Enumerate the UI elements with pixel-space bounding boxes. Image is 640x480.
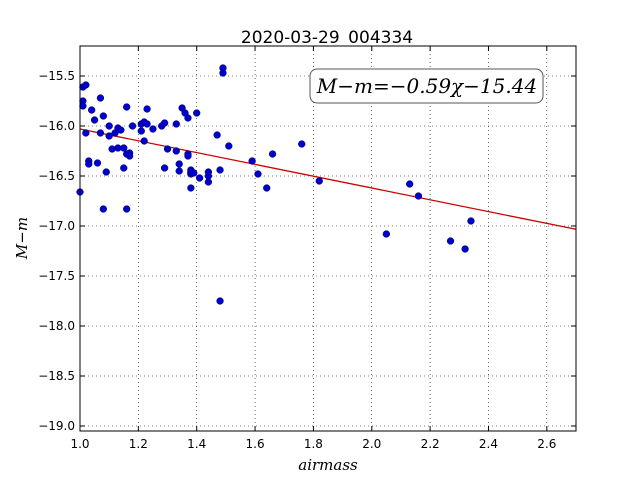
ticks: 1.0 1.2 1.4 1.6 1.8 2.0 2.2 2.4 2.6 −15.5 −16.0 −16… xyxy=(38,46,576,451)
y-tick-label: −15.5 xyxy=(38,69,75,83)
data-point xyxy=(120,144,128,152)
data-point xyxy=(128,122,137,130)
data-point xyxy=(248,157,256,165)
data-point xyxy=(195,174,204,182)
data-point xyxy=(82,129,90,137)
data-point xyxy=(140,137,148,145)
data-points xyxy=(76,64,475,305)
data-point xyxy=(467,217,475,225)
data-point xyxy=(137,127,145,135)
data-point xyxy=(187,184,195,192)
y-tick-label: −18.0 xyxy=(38,319,75,333)
x-tick-label: 2.0 xyxy=(362,437,381,451)
data-point xyxy=(204,168,213,176)
data-point xyxy=(105,132,113,140)
equation-box: M−m=−0.59χ−15.44 xyxy=(309,68,544,104)
data-point xyxy=(225,142,233,150)
data-point xyxy=(117,126,125,134)
x-tick-label: 2.2 xyxy=(421,437,440,451)
data-point xyxy=(172,147,180,155)
data-point xyxy=(125,149,134,157)
data-point xyxy=(268,150,277,158)
grid xyxy=(80,46,576,431)
data-point xyxy=(99,112,107,120)
x-tick-label: 1.2 xyxy=(129,437,148,451)
data-point xyxy=(90,116,99,124)
data-point xyxy=(216,166,224,174)
plot-background xyxy=(80,46,576,431)
data-point xyxy=(99,205,107,213)
data-point xyxy=(88,106,96,114)
chart-title: 2020-03-29_004334 xyxy=(241,28,413,48)
data-point xyxy=(96,94,105,102)
data-point xyxy=(160,164,169,172)
x-tick-label: 1.4 xyxy=(187,437,206,451)
data-point xyxy=(190,169,198,177)
data-point xyxy=(184,114,192,122)
data-point xyxy=(216,297,224,305)
data-point xyxy=(382,230,391,238)
x-axis-label: airmass xyxy=(298,456,358,474)
x-tick-label: 2.6 xyxy=(537,437,556,451)
data-point xyxy=(96,129,105,137)
x-tick-label: 1.6 xyxy=(246,437,265,451)
data-point xyxy=(184,152,192,160)
x-tick-label: 2.4 xyxy=(479,437,498,451)
plot-area: 1.0 1.2 1.4 1.6 1.8 2.0 2.2 2.4 2.6 −15.5 −16.0 −16… xyxy=(38,45,577,451)
y-tick-label: −17.5 xyxy=(38,269,75,283)
plot-frame xyxy=(79,45,577,432)
x-tick-label: 1.0 xyxy=(70,437,89,451)
data-point xyxy=(406,180,414,188)
data-point xyxy=(105,122,113,130)
data-point xyxy=(193,109,201,117)
data-point xyxy=(143,120,151,128)
data-point xyxy=(263,184,271,192)
data-point xyxy=(414,192,423,200)
data-point xyxy=(82,81,90,89)
data-point xyxy=(163,145,172,153)
data-point xyxy=(123,205,131,213)
data-point xyxy=(123,103,131,111)
data-point xyxy=(120,164,128,172)
data-point xyxy=(79,102,87,110)
data-point xyxy=(172,120,180,128)
y-tick-label: −19.0 xyxy=(38,419,75,433)
data-point xyxy=(85,160,93,168)
data-point xyxy=(446,237,455,245)
data-point xyxy=(213,131,221,139)
data-point xyxy=(254,170,262,178)
equation-box-frame xyxy=(309,68,544,104)
data-point xyxy=(298,140,306,148)
y-axis-label: M−m xyxy=(13,217,31,260)
data-point xyxy=(149,125,157,133)
x-tick-label: 1.8 xyxy=(304,437,323,451)
data-point xyxy=(461,245,469,253)
y-tick-label: −16.0 xyxy=(38,119,75,133)
data-point xyxy=(204,178,213,186)
equation-text: M−m=−0.59χ−15.44 xyxy=(316,74,537,98)
data-point xyxy=(93,159,102,167)
y-tick-label: −17.0 xyxy=(38,219,75,233)
fit-line xyxy=(79,128,577,230)
y-tick-label: −16.5 xyxy=(38,169,75,183)
data-point xyxy=(160,119,169,127)
data-point xyxy=(102,168,110,176)
data-point xyxy=(315,177,323,185)
data-point xyxy=(219,69,227,77)
data-point xyxy=(175,160,183,168)
y-tick-label: −18.5 xyxy=(38,369,75,383)
data-point xyxy=(143,105,151,113)
data-point xyxy=(175,167,183,175)
fit-line-group xyxy=(79,128,577,230)
